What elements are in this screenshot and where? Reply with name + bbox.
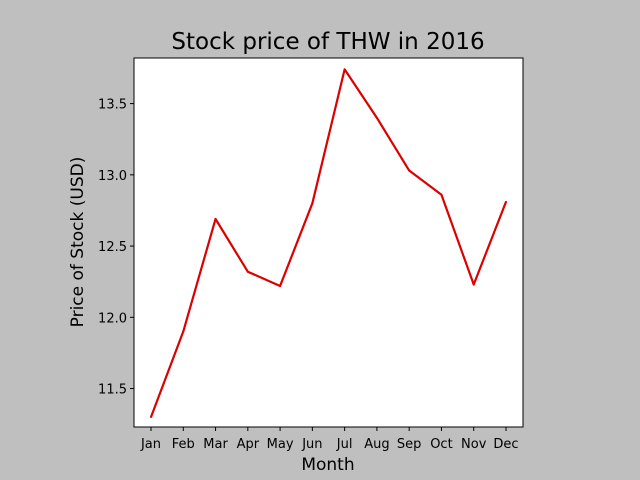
y-tick-label: 12.5 (98, 240, 127, 255)
y-tick-label: 11.5 (98, 383, 127, 398)
x-tick-label: Oct (430, 437, 452, 452)
data-point-jan (150, 416, 152, 419)
data-point-aug (375, 116, 378, 119)
x-tick-label: Jun (301, 437, 322, 452)
y-tick-label: 12.0 (98, 311, 127, 326)
data-point-mar (214, 217, 217, 220)
y-tick-label: 13.5 (98, 98, 127, 113)
x-tick-label: Dec (493, 437, 518, 452)
data-point-jun (311, 202, 314, 205)
y-axis-label: Price of Stock (USD) (68, 157, 88, 328)
data-point-feb (182, 330, 185, 333)
x-tick-label: Jul (336, 437, 353, 452)
data-point-apr (246, 270, 249, 273)
y-tick-label: 13.0 (98, 169, 127, 184)
x-axis-label: Month (301, 455, 354, 475)
series-group (149, 68, 508, 419)
x-tick-label: Sep (397, 437, 422, 452)
x-tick-label: Mar (203, 437, 228, 452)
data-point-sep (408, 169, 411, 172)
chart-title: Stock price of THW in 2016 (171, 29, 484, 55)
data-point-nov (472, 283, 475, 286)
x-tick-label: May (267, 437, 294, 452)
x-tick-label: Jan (140, 437, 161, 452)
data-point-dec (505, 200, 507, 203)
x-tick-label: Aug (364, 437, 389, 452)
x-axis-ticks: Jan Feb Mar Apr May Jun Jul Aug Sep Oct Nov Dec (140, 427, 519, 452)
x-tick-label: Apr (237, 437, 260, 452)
data-point-oct (440, 193, 443, 196)
data-point-jul (343, 68, 346, 71)
x-tick-label: Feb (172, 437, 195, 452)
plot-area (133, 57, 524, 428)
data-point-may (279, 284, 282, 287)
series-line (149, 68, 508, 418)
x-tick-label: Nov (461, 437, 487, 452)
y-axis-ticks: 11.5 12.0 12.5 13.0 13.5 (98, 98, 134, 398)
